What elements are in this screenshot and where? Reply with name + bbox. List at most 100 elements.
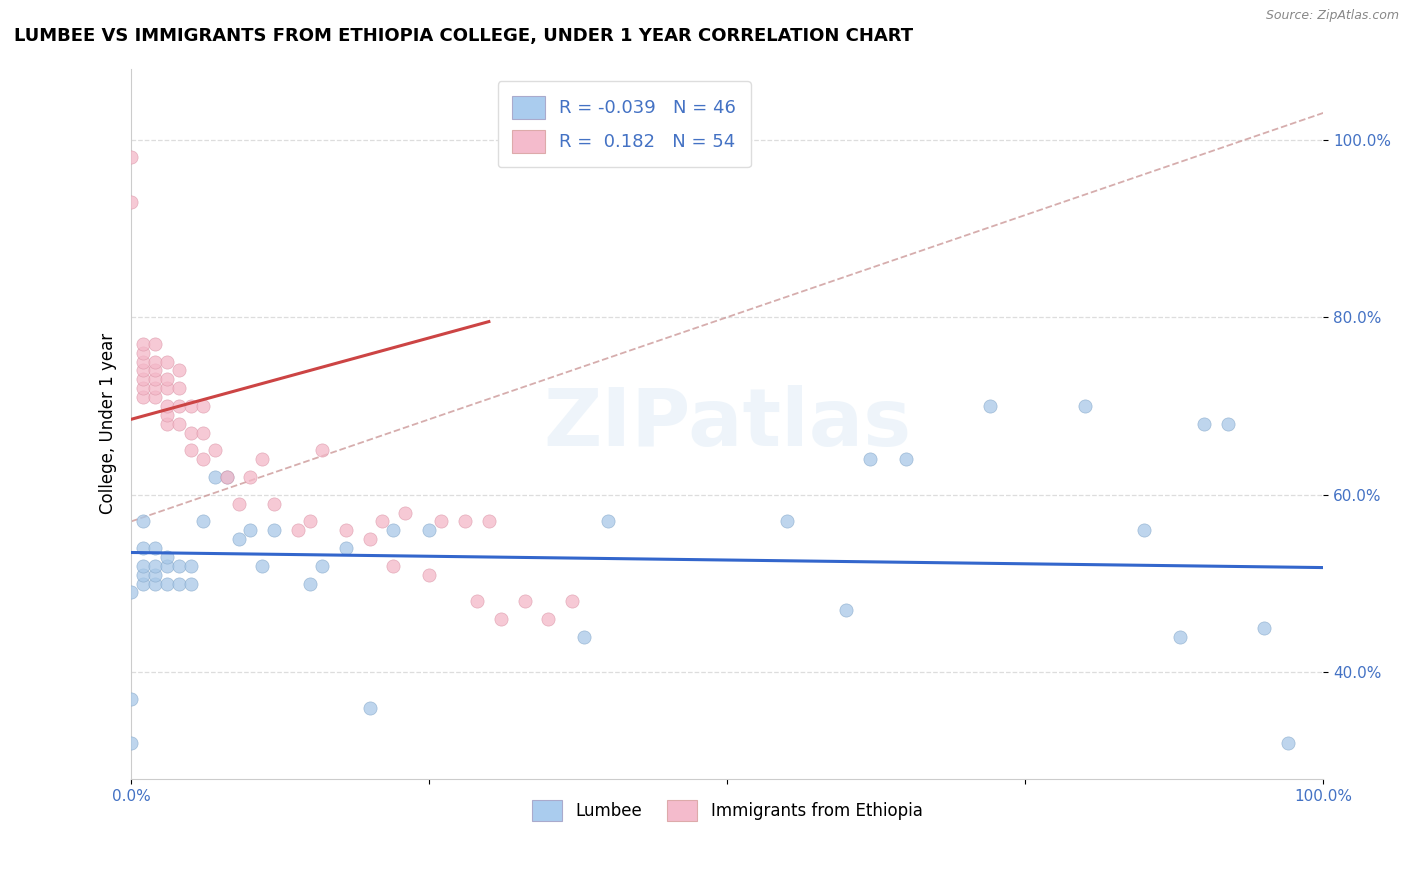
Point xyxy=(191,399,214,413)
Point xyxy=(180,443,202,458)
Point xyxy=(478,515,501,529)
Point xyxy=(156,576,179,591)
Point xyxy=(859,452,882,467)
Point xyxy=(204,443,226,458)
Point xyxy=(143,354,166,368)
Point xyxy=(979,399,1001,413)
Point xyxy=(252,452,274,467)
Point xyxy=(1192,417,1215,431)
Point xyxy=(143,541,166,555)
Point xyxy=(263,497,285,511)
Point xyxy=(596,515,619,529)
Point xyxy=(143,363,166,377)
Point xyxy=(156,381,179,395)
Point xyxy=(513,594,536,608)
Point xyxy=(335,541,357,555)
Y-axis label: College, Under 1 year: College, Under 1 year xyxy=(100,333,117,515)
Point xyxy=(1133,523,1156,537)
Point xyxy=(132,381,155,395)
Point xyxy=(489,612,512,626)
Point xyxy=(143,558,166,573)
Point xyxy=(156,417,179,431)
Point xyxy=(180,558,202,573)
Point xyxy=(132,558,155,573)
Point xyxy=(394,506,416,520)
Point xyxy=(335,523,357,537)
Point xyxy=(561,594,583,608)
Point xyxy=(143,567,166,582)
Point xyxy=(132,336,155,351)
Point xyxy=(143,372,166,386)
Point xyxy=(132,567,155,582)
Point xyxy=(359,532,381,546)
Point xyxy=(299,515,322,529)
Point xyxy=(191,515,214,529)
Point xyxy=(215,470,238,484)
Point xyxy=(1277,736,1299,750)
Point xyxy=(156,558,179,573)
Point xyxy=(252,558,274,573)
Point xyxy=(299,576,322,591)
Point xyxy=(120,585,142,599)
Point xyxy=(167,558,190,573)
Point xyxy=(132,576,155,591)
Point xyxy=(894,452,917,467)
Point xyxy=(418,523,440,537)
Point xyxy=(574,630,596,644)
Point xyxy=(180,576,202,591)
Point xyxy=(382,523,405,537)
Point xyxy=(418,567,440,582)
Point xyxy=(180,399,202,413)
Point xyxy=(120,736,142,750)
Point xyxy=(120,194,142,209)
Point xyxy=(1216,417,1239,431)
Point xyxy=(537,612,560,626)
Point xyxy=(311,443,333,458)
Point xyxy=(776,515,799,529)
Point xyxy=(167,399,190,413)
Point xyxy=(263,523,285,537)
Point xyxy=(1253,621,1275,635)
Text: Source: ZipAtlas.com: Source: ZipAtlas.com xyxy=(1265,9,1399,22)
Point xyxy=(156,399,179,413)
Point xyxy=(191,425,214,440)
Point xyxy=(143,576,166,591)
Point xyxy=(120,692,142,706)
Point xyxy=(311,558,333,573)
Point xyxy=(228,497,250,511)
Point xyxy=(156,549,179,564)
Point xyxy=(132,372,155,386)
Point xyxy=(1168,630,1191,644)
Point xyxy=(132,354,155,368)
Point xyxy=(191,452,214,467)
Point xyxy=(465,594,488,608)
Point xyxy=(156,354,179,368)
Point xyxy=(382,558,405,573)
Point xyxy=(228,532,250,546)
Point xyxy=(239,470,262,484)
Point xyxy=(132,541,155,555)
Legend: Lumbee, Immigrants from Ethiopia: Lumbee, Immigrants from Ethiopia xyxy=(519,787,936,835)
Point xyxy=(143,381,166,395)
Point xyxy=(120,150,142,164)
Point xyxy=(204,470,226,484)
Point xyxy=(156,372,179,386)
Point xyxy=(370,515,392,529)
Point xyxy=(132,515,155,529)
Point xyxy=(359,701,381,715)
Point xyxy=(167,363,190,377)
Point xyxy=(156,408,179,422)
Point xyxy=(132,345,155,359)
Point xyxy=(143,390,166,404)
Point xyxy=(132,363,155,377)
Point xyxy=(180,425,202,440)
Point xyxy=(287,523,309,537)
Point xyxy=(454,515,477,529)
Point xyxy=(167,576,190,591)
Point xyxy=(1074,399,1097,413)
Point xyxy=(430,515,453,529)
Point xyxy=(143,336,166,351)
Text: LUMBEE VS IMMIGRANTS FROM ETHIOPIA COLLEGE, UNDER 1 YEAR CORRELATION CHART: LUMBEE VS IMMIGRANTS FROM ETHIOPIA COLLE… xyxy=(14,27,912,45)
Point xyxy=(239,523,262,537)
Point xyxy=(215,470,238,484)
